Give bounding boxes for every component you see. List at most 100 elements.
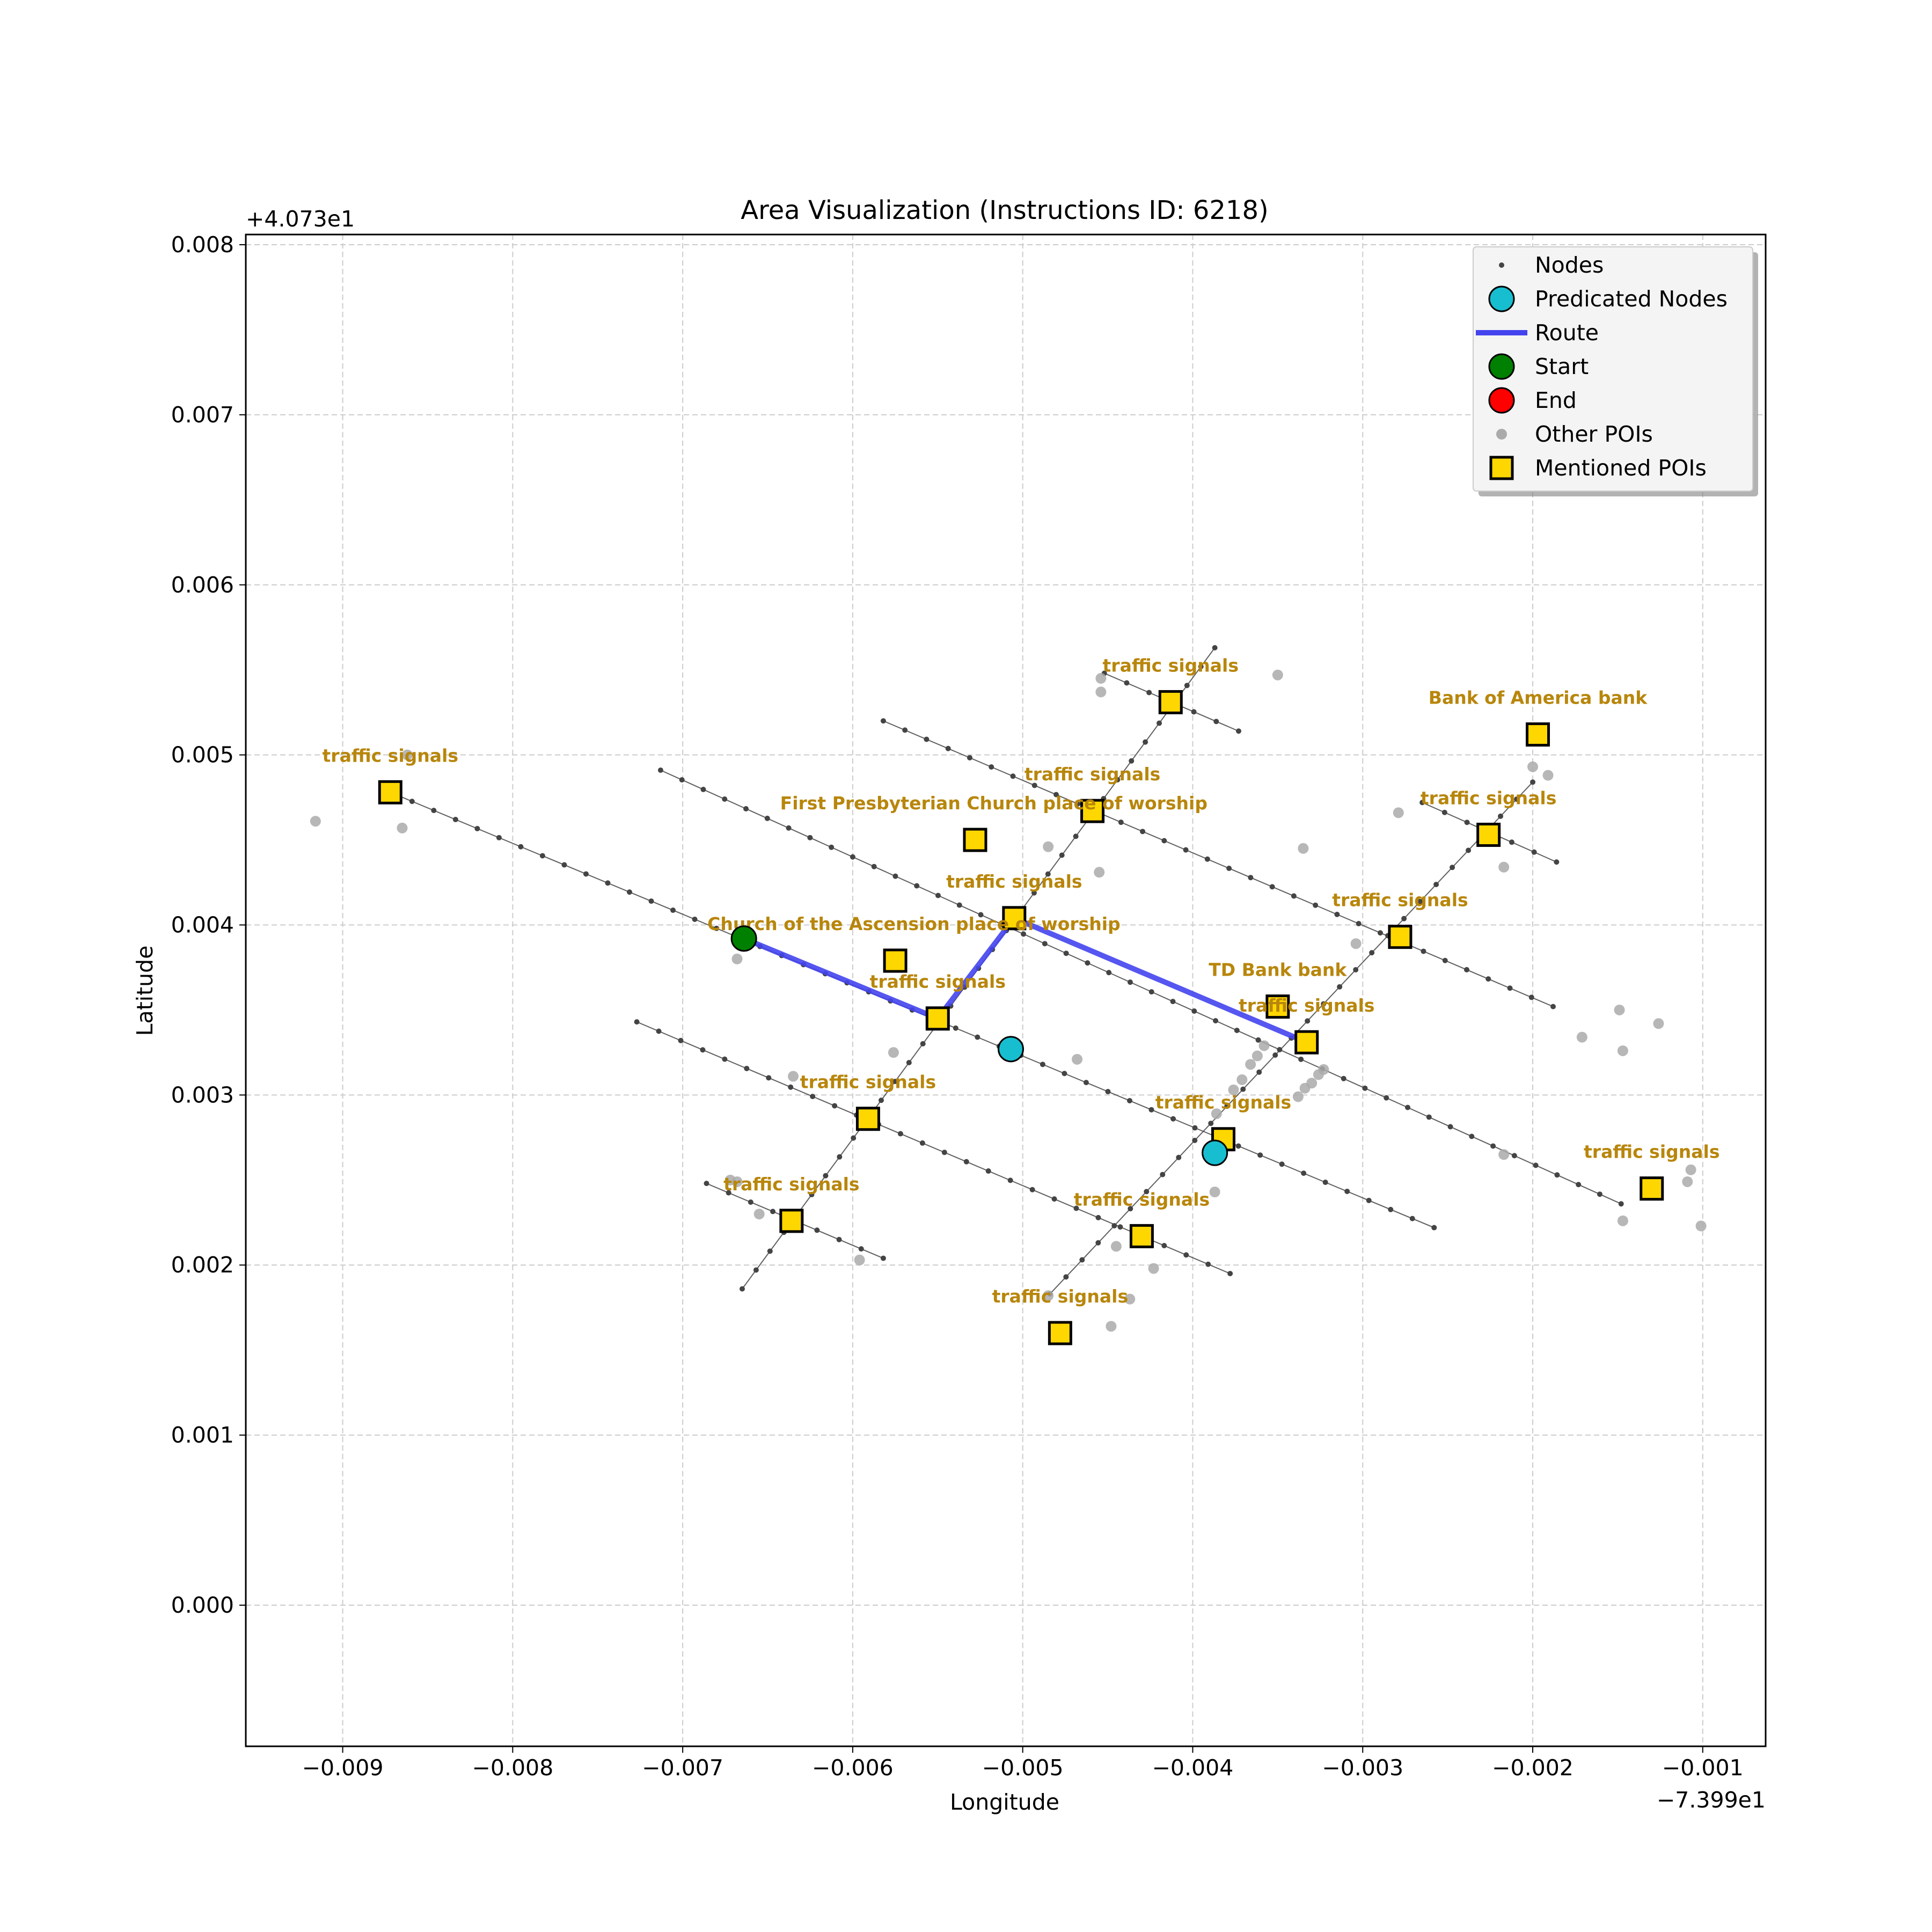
node: [409, 799, 415, 804]
node: [967, 755, 972, 760]
node: [1073, 833, 1079, 839]
other-poi: [854, 1254, 865, 1265]
node: [1618, 1201, 1624, 1207]
node: [1127, 979, 1133, 985]
node: [1059, 852, 1065, 858]
node: [753, 1267, 759, 1273]
mentioned-poi-marker: [1640, 1176, 1664, 1201]
node: [1227, 1271, 1233, 1277]
node: [518, 844, 524, 850]
node: [953, 1025, 958, 1031]
y-tick-label: 0.000: [171, 1592, 234, 1618]
mentioned-poi-marker: [963, 828, 987, 852]
y-tick-label: 0.008: [171, 232, 234, 258]
node: [1366, 1197, 1372, 1203]
node: [764, 815, 770, 821]
node: [1198, 664, 1204, 670]
node: [807, 835, 813, 840]
other-poi: [1542, 770, 1554, 781]
node: [739, 1286, 745, 1292]
node: [1531, 849, 1537, 855]
node: [692, 916, 698, 922]
x-axis-label: Longitude: [950, 1789, 1059, 1815]
node: [1321, 1001, 1327, 1007]
mentioned-poi-label: traffic signals: [1024, 764, 1160, 785]
node: [1272, 1052, 1278, 1058]
x-tick-label: −0.001: [1662, 1755, 1744, 1781]
mentioned-poi-marker: [1129, 1224, 1154, 1248]
node: [1291, 893, 1297, 899]
node: [714, 925, 720, 931]
mentioned-poi-marker: [1048, 1321, 1072, 1345]
node: [920, 1041, 926, 1046]
node: [1117, 1224, 1123, 1230]
node: [1063, 1274, 1069, 1280]
node: [1257, 1152, 1263, 1158]
node: [832, 1103, 838, 1109]
legend-label-nodes: Nodes: [1535, 252, 1604, 278]
node: [743, 806, 749, 811]
chart-title: Area Visualization (Instructions ID: 621…: [741, 195, 1268, 225]
y-tick-label: 0.007: [171, 402, 234, 428]
mentioned-poi-marker: [1476, 823, 1501, 847]
node: [935, 892, 941, 898]
node: [1550, 1004, 1556, 1009]
node: [836, 1236, 842, 1242]
node: [1377, 930, 1383, 936]
node: [1464, 819, 1470, 825]
node: [722, 796, 728, 802]
node: [989, 764, 994, 770]
node: [1334, 911, 1340, 917]
other-poi: [1298, 843, 1309, 854]
node: [1514, 796, 1520, 802]
mentioned-poi-marker: [1294, 1030, 1319, 1055]
node: [879, 1097, 884, 1103]
node: [1029, 1187, 1035, 1192]
node: [1301, 1170, 1307, 1176]
node: [1298, 1056, 1304, 1062]
other-poi: [1617, 1215, 1628, 1226]
node: [704, 1181, 709, 1187]
node: [657, 767, 663, 773]
node: [1128, 1206, 1133, 1212]
node: [809, 1191, 815, 1197]
node: [1208, 1121, 1214, 1126]
node: [539, 853, 545, 859]
node: [851, 1135, 857, 1141]
mentioned-poi-label: Church of the Ascension place of worship: [707, 913, 1121, 934]
mentioned-poi-label: traffic signals: [1074, 1189, 1210, 1210]
other-poi: [1245, 1059, 1256, 1070]
node: [1085, 960, 1091, 966]
node: [1313, 902, 1319, 908]
node: [1441, 809, 1447, 815]
node: [1021, 931, 1027, 937]
node: [1129, 758, 1135, 764]
node: [850, 854, 855, 860]
node: [1176, 1154, 1182, 1160]
node: [1124, 680, 1130, 686]
node: [1191, 709, 1197, 715]
node: [829, 844, 835, 850]
node: [956, 902, 962, 908]
other-poi: [1350, 938, 1362, 949]
node: [814, 1227, 820, 1233]
predicated-node: [998, 1036, 1024, 1063]
node: [1507, 985, 1513, 991]
legend-label-predicated: Predicated Nodes: [1535, 286, 1728, 312]
node: [1160, 1172, 1166, 1177]
other-poi: [1110, 1241, 1122, 1252]
node: [1205, 1261, 1211, 1267]
node: [1235, 728, 1241, 734]
mentioned-poi-label: traffic signals: [1421, 788, 1556, 809]
node: [963, 1159, 969, 1165]
node: [670, 908, 676, 913]
node: [1362, 1085, 1368, 1091]
other-poi: [753, 1209, 765, 1220]
node: [837, 1154, 843, 1160]
mentioned-poi-marker: [779, 1209, 804, 1233]
node: [1161, 838, 1167, 844]
other-poi: [1318, 1064, 1329, 1075]
y-tick-label: 0.004: [171, 912, 234, 938]
node: [1450, 865, 1455, 870]
node: [880, 718, 886, 724]
